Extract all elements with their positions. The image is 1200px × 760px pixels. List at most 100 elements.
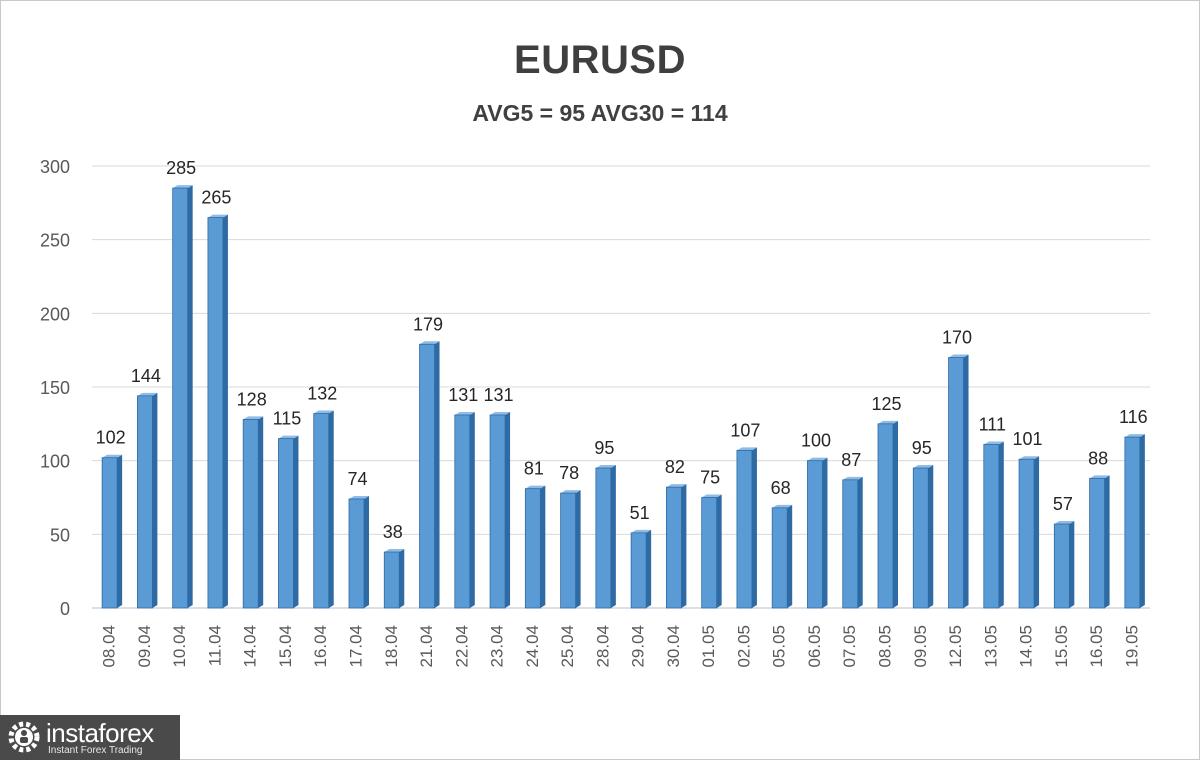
data-label: 115 — [273, 409, 302, 429]
data-label: 82 — [665, 457, 685, 477]
bar — [172, 185, 193, 609]
bar-side — [1104, 475, 1110, 608]
bar-front — [630, 532, 647, 609]
y-tick-label: 0 — [60, 599, 70, 619]
x-tick-label: 19.05 — [1122, 625, 1141, 668]
bar — [278, 435, 299, 609]
gridlines — [92, 165, 1150, 609]
x-tick-label: 28.04 — [593, 625, 612, 668]
bar-top — [525, 485, 546, 489]
bar-top — [102, 454, 123, 458]
data-label: 95 — [594, 438, 614, 458]
bar-side — [434, 341, 440, 608]
bar-front — [383, 551, 400, 609]
y-tick-label: 200 — [40, 304, 70, 324]
bar-side — [963, 354, 969, 608]
bar-front — [877, 423, 894, 609]
bar-front — [807, 460, 823, 609]
data-label: 179 — [413, 314, 443, 334]
bar — [524, 485, 546, 609]
x-tick-label: 08.04 — [100, 625, 119, 668]
data-label: 87 — [841, 450, 861, 470]
bar-side — [1034, 456, 1040, 608]
bar-front — [948, 357, 964, 609]
bar-side — [787, 504, 793, 608]
x-tick-label: 05.05 — [770, 625, 789, 668]
data-label: 102 — [96, 428, 126, 448]
data-label: 125 — [871, 394, 901, 414]
y-tick-label: 150 — [40, 378, 70, 398]
x-tick-label: 30.04 — [664, 625, 683, 668]
x-tick-label: 14.05 — [1017, 625, 1036, 668]
data-label: 75 — [700, 468, 720, 488]
bar — [454, 411, 475, 609]
x-tick-label: 15.04 — [276, 625, 295, 668]
data-label: 81 — [524, 459, 544, 479]
bar-top — [807, 457, 828, 461]
x-tick-label: 25.04 — [558, 625, 577, 668]
x-tick-label: 07.05 — [840, 625, 859, 668]
bar-front — [1053, 523, 1070, 609]
bar-top — [1019, 456, 1040, 460]
data-label: 88 — [1088, 448, 1108, 468]
bar-side — [540, 485, 546, 608]
bar-front — [278, 438, 294, 609]
bar-top — [1054, 521, 1075, 525]
data-label: 116 — [1119, 407, 1148, 427]
bar — [1124, 434, 1145, 609]
bar-top — [772, 504, 793, 508]
x-tick-label: 24.04 — [523, 625, 542, 668]
bar-top — [666, 484, 687, 488]
bar-top — [983, 441, 1004, 445]
gear-people-icon — [8, 721, 40, 753]
data-label: 144 — [131, 366, 161, 386]
bar — [666, 484, 687, 609]
bar-front — [560, 492, 576, 609]
data-label: 78 — [559, 463, 579, 483]
data-label: 265 — [201, 188, 231, 208]
bar — [842, 476, 863, 609]
bar-top — [631, 529, 652, 533]
bar-front — [912, 467, 929, 609]
bar — [701, 494, 722, 609]
data-label: 74 — [347, 469, 367, 489]
bar — [948, 354, 969, 609]
x-tick-label: 16.04 — [311, 625, 330, 668]
bar-top — [913, 465, 934, 469]
bar-front — [983, 444, 1000, 609]
bar-side — [505, 411, 511, 608]
bar-top — [313, 410, 334, 414]
bar-side — [575, 490, 581, 608]
data-label: 95 — [912, 438, 932, 458]
bar-front — [454, 414, 471, 609]
data-label: 128 — [237, 389, 267, 409]
bar-top — [1089, 475, 1110, 479]
bar — [595, 465, 616, 609]
bar-side — [222, 214, 228, 609]
bar-side — [857, 476, 863, 608]
data-label: 38 — [383, 522, 403, 542]
bar-front — [313, 413, 330, 609]
bar-front — [136, 395, 153, 609]
bar-front — [101, 457, 118, 609]
bar-side — [399, 549, 405, 608]
x-tick-label: 16.05 — [1087, 625, 1106, 668]
bar-top — [384, 549, 405, 553]
x-tick-label: 21.04 — [417, 625, 436, 668]
bar-front — [207, 217, 224, 609]
bar-front — [348, 498, 365, 609]
bar-side — [822, 457, 828, 608]
bar — [736, 447, 757, 609]
bar — [383, 549, 405, 609]
bar-front — [736, 449, 753, 609]
bar — [771, 504, 793, 609]
bar-top — [137, 392, 158, 396]
bar — [489, 411, 511, 609]
bar-top — [278, 435, 299, 439]
x-tick-label: 17.04 — [347, 625, 366, 668]
bar-front — [771, 507, 788, 609]
x-tick-label: 02.05 — [734, 625, 753, 668]
logo-name: instaforex — [46, 718, 154, 748]
